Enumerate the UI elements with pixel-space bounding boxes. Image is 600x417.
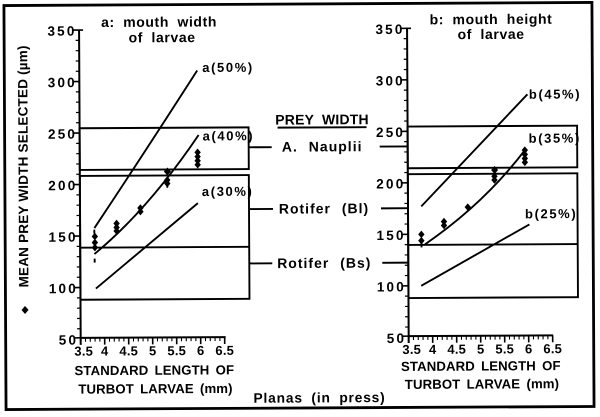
- svg-text:b(45%): b(45%): [529, 87, 581, 102]
- svg-text:PREY WIDTH: PREY WIDTH: [275, 111, 369, 127]
- svg-text:A. Nauplii: A. Nauplii: [282, 138, 363, 154]
- svg-text:a(40%): a(40%): [203, 128, 255, 143]
- svg-text:350: 350: [47, 24, 76, 39]
- svg-text:150: 150: [48, 230, 77, 245]
- svg-text:6.5: 6.5: [543, 341, 562, 356]
- svg-text:5: 5: [149, 343, 157, 358]
- svg-text:a(30%): a(30%): [202, 184, 254, 199]
- svg-text:4.5: 4.5: [447, 342, 466, 357]
- svg-text:TURBOT LARVAE (mm): TURBOT LARVAE (mm): [78, 381, 232, 397]
- svg-text:TURBOT LARVAE (mm): TURBOT LARVAE (mm): [405, 376, 559, 392]
- svg-text:250: 250: [48, 127, 77, 142]
- svg-text:6: 6: [197, 343, 205, 358]
- svg-text:Rotifer (Bs): Rotifer (Bs): [277, 255, 371, 271]
- svg-text:Rotifer (Bl): Rotifer (Bl): [279, 200, 369, 216]
- svg-text:150: 150: [376, 228, 405, 243]
- svg-text:100: 100: [377, 279, 406, 294]
- svg-text:50: 50: [387, 331, 407, 346]
- svg-text:Planas (in press): Planas (in press): [253, 390, 385, 406]
- svg-text:350: 350: [375, 22, 404, 37]
- svg-text:5.5: 5.5: [495, 341, 514, 356]
- svg-text:4.5: 4.5: [119, 343, 138, 358]
- svg-text:4: 4: [101, 344, 109, 359]
- svg-text:MEAN PREY WIDTH SELECTED (µm): MEAN PREY WIDTH SELECTED (µm): [15, 45, 31, 287]
- svg-text:a: mouth width: a: mouth width: [101, 13, 217, 30]
- svg-text:5: 5: [477, 342, 485, 357]
- svg-text:of larvae: of larvae: [458, 26, 525, 42]
- svg-text:5.5: 5.5: [167, 343, 186, 358]
- svg-text:b(25%): b(25%): [525, 206, 577, 221]
- svg-text:250: 250: [376, 125, 405, 140]
- svg-text:300: 300: [48, 75, 77, 90]
- svg-text:a(50%): a(50%): [202, 60, 254, 75]
- svg-text:b: mouth height: b: mouth height: [430, 11, 553, 28]
- svg-text:100: 100: [49, 281, 78, 296]
- svg-text:6: 6: [525, 341, 533, 356]
- svg-text:300: 300: [376, 73, 405, 88]
- svg-text:50: 50: [59, 333, 79, 348]
- svg-text:6.5: 6.5: [215, 343, 234, 358]
- svg-text:b(35%): b(35%): [529, 131, 581, 146]
- svg-text:of larvae: of larvae: [129, 29, 196, 45]
- svg-text:200: 200: [48, 178, 77, 193]
- svg-text:3.5: 3.5: [402, 342, 421, 357]
- svg-text:200: 200: [376, 176, 405, 191]
- svg-text:STANDARD LENGTH OF: STANDARD LENGTH OF: [401, 358, 561, 374]
- svg-text:3.5: 3.5: [74, 344, 93, 359]
- svg-text:4: 4: [429, 342, 437, 357]
- svg-text:STANDARD LENGTH OF: STANDARD LENGTH OF: [74, 362, 234, 378]
